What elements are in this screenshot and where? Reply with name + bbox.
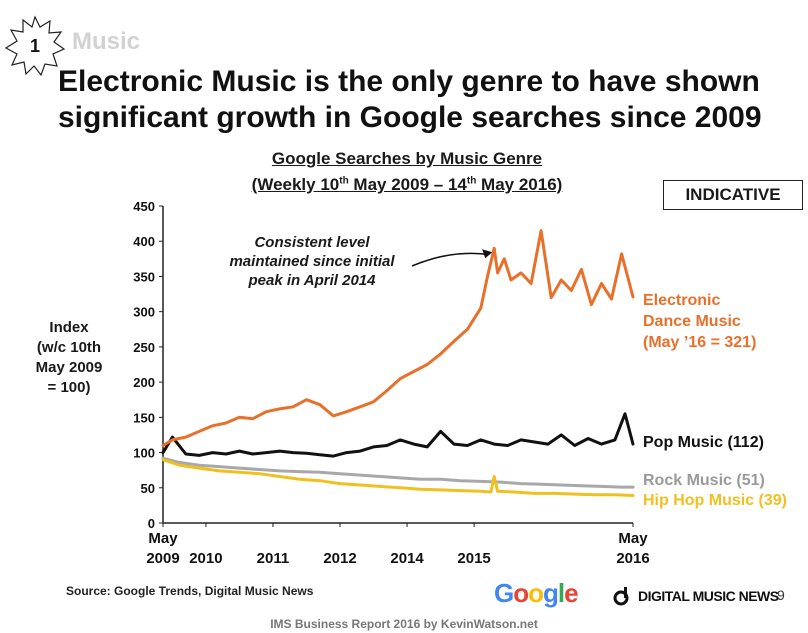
series-line-pop xyxy=(161,412,635,458)
series-line-hiphop xyxy=(161,458,635,497)
x-tick-label: 2014 xyxy=(390,550,424,567)
series-line-edm xyxy=(161,229,635,447)
headline: Electronic Music is the only genre to ha… xyxy=(58,65,762,134)
y-tick-label: 0 xyxy=(148,516,155,531)
google-logo-letter: l xyxy=(557,578,565,608)
annotation-arrowhead xyxy=(482,249,493,259)
digital-music-news-logo: DIGITAL MUSIC NEWS xyxy=(612,586,779,606)
series-layer xyxy=(161,229,635,497)
y-tick-label: 400 xyxy=(133,234,155,249)
google-logo-letter: o xyxy=(528,578,544,608)
y-tick-label: 50 xyxy=(141,481,155,496)
dmn-logo-text: DIGITAL MUSIC NEWS xyxy=(638,588,779,604)
chart-title-line1: Google Searches by Music Genre xyxy=(271,149,543,168)
source-note: Source: Google Trends, Digital Music New… xyxy=(66,584,314,598)
x-tick-label: May xyxy=(148,530,178,547)
x-tick-label: 2015 xyxy=(457,550,490,567)
x-tick-label: 2009 xyxy=(146,550,179,567)
axes-layer: 0 50 100 150 200 250 300 350 400 450 May 2009 2010 20… xyxy=(133,199,649,567)
google-logo-letter: o xyxy=(513,578,529,608)
chart-title-line2: (Weekly 10th May 2009 – 14th May 2016) xyxy=(251,174,563,194)
google-logo-letter: g xyxy=(543,578,559,608)
y-tick-label: 250 xyxy=(133,340,155,355)
y-tick-label: 200 xyxy=(133,375,155,390)
starburst-shape xyxy=(4,15,66,76)
google-logo: Google xyxy=(494,578,579,609)
series-label-edm: Electronic Dance Music (May ’16 = 321) xyxy=(643,292,757,351)
page-number: 9 xyxy=(777,587,785,603)
x-tick-label: 2011 xyxy=(257,550,290,567)
x-tick-label: 2016 xyxy=(616,550,649,567)
section-name: Music xyxy=(72,28,141,55)
y-tick-label: 450 xyxy=(133,199,155,214)
google-logo-letter: G xyxy=(494,578,514,608)
annotation-arrow xyxy=(411,252,487,267)
section-badge: 1 xyxy=(4,15,66,76)
annotation-layer xyxy=(411,249,493,267)
music-note-icon xyxy=(613,587,629,606)
indicative-badge: INDICATIVE xyxy=(663,180,803,210)
section-number: 1 xyxy=(30,36,40,56)
x-tick-label: 2010 xyxy=(189,550,222,567)
series-line-rock xyxy=(161,456,635,489)
y-tick-label: 100 xyxy=(133,446,155,461)
y-axis-label: Index (w/c 10th May 2009 = 100) xyxy=(35,319,103,396)
series-label-rock: Rock Music (51) xyxy=(643,472,765,489)
series-label-hiphop: Hip Hop Music (39) xyxy=(643,492,788,509)
google-logo-letter: e xyxy=(564,578,579,608)
annotation-text: Consistent level maintained since initia… xyxy=(229,234,395,289)
y-tick-label: 300 xyxy=(133,305,155,320)
x-tick-label: May xyxy=(618,530,648,547)
footer-credit: IMS Business Report 2016 by KevinWatson.… xyxy=(270,617,538,631)
y-tick-label: 150 xyxy=(133,410,155,425)
x-tick-label: 2012 xyxy=(323,550,356,567)
series-label-pop: Pop Music (112) xyxy=(643,434,764,451)
chart-title: Google Searches by Music Genre (Weekly 1… xyxy=(212,148,602,196)
y-tick-label: 350 xyxy=(133,269,155,284)
